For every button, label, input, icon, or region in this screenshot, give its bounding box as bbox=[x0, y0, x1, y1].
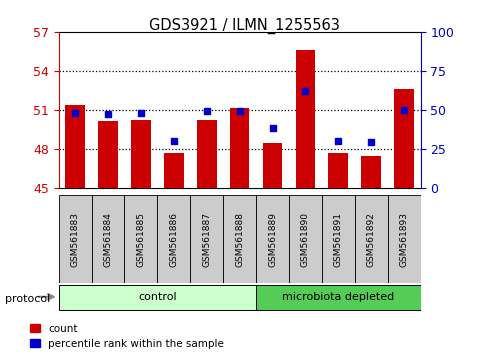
Text: GDS3921 / ILMN_1255563: GDS3921 / ILMN_1255563 bbox=[149, 18, 339, 34]
Point bbox=[104, 112, 112, 117]
Point bbox=[137, 110, 144, 116]
Bar bbox=[98, 121, 118, 188]
Bar bbox=[229, 108, 249, 188]
Text: GSM561887: GSM561887 bbox=[202, 212, 211, 267]
Text: GSM561892: GSM561892 bbox=[366, 212, 375, 267]
Point bbox=[71, 110, 79, 116]
Bar bbox=[65, 104, 85, 188]
Bar bbox=[124, 195, 157, 283]
Text: GSM561886: GSM561886 bbox=[169, 212, 178, 267]
Text: GSM561890: GSM561890 bbox=[300, 212, 309, 267]
Bar bbox=[131, 120, 150, 188]
Point bbox=[366, 139, 374, 145]
Bar bbox=[387, 195, 420, 283]
Bar bbox=[256, 285, 420, 310]
Bar bbox=[288, 195, 321, 283]
Bar bbox=[190, 195, 223, 283]
Point bbox=[399, 107, 407, 113]
Text: protocol: protocol bbox=[5, 294, 50, 304]
Bar bbox=[256, 195, 288, 283]
Text: GSM561884: GSM561884 bbox=[103, 212, 112, 267]
Bar bbox=[354, 195, 387, 283]
Bar bbox=[361, 156, 380, 188]
Text: GSM561883: GSM561883 bbox=[70, 212, 80, 267]
Bar bbox=[157, 195, 190, 283]
Bar bbox=[393, 89, 413, 188]
Bar bbox=[163, 153, 183, 188]
Point bbox=[235, 108, 243, 114]
Text: GSM561885: GSM561885 bbox=[136, 212, 145, 267]
Bar bbox=[59, 285, 256, 310]
Point bbox=[268, 126, 276, 131]
Text: microbiota depleted: microbiota depleted bbox=[282, 292, 394, 302]
Bar bbox=[262, 143, 282, 188]
Legend: count, percentile rank within the sample: count, percentile rank within the sample bbox=[30, 324, 224, 349]
Bar bbox=[223, 195, 256, 283]
Point bbox=[169, 138, 177, 144]
Bar bbox=[197, 120, 216, 188]
Text: GSM561893: GSM561893 bbox=[399, 212, 408, 267]
Point bbox=[334, 138, 342, 144]
Text: control: control bbox=[138, 292, 176, 302]
Bar bbox=[328, 153, 347, 188]
Text: GSM561889: GSM561889 bbox=[267, 212, 276, 267]
Bar bbox=[91, 195, 124, 283]
Text: GSM561891: GSM561891 bbox=[333, 212, 342, 267]
Point bbox=[203, 108, 210, 114]
Bar bbox=[295, 50, 315, 188]
Bar bbox=[59, 195, 91, 283]
Text: GSM561888: GSM561888 bbox=[235, 212, 244, 267]
Point bbox=[301, 88, 309, 94]
Bar bbox=[321, 195, 354, 283]
